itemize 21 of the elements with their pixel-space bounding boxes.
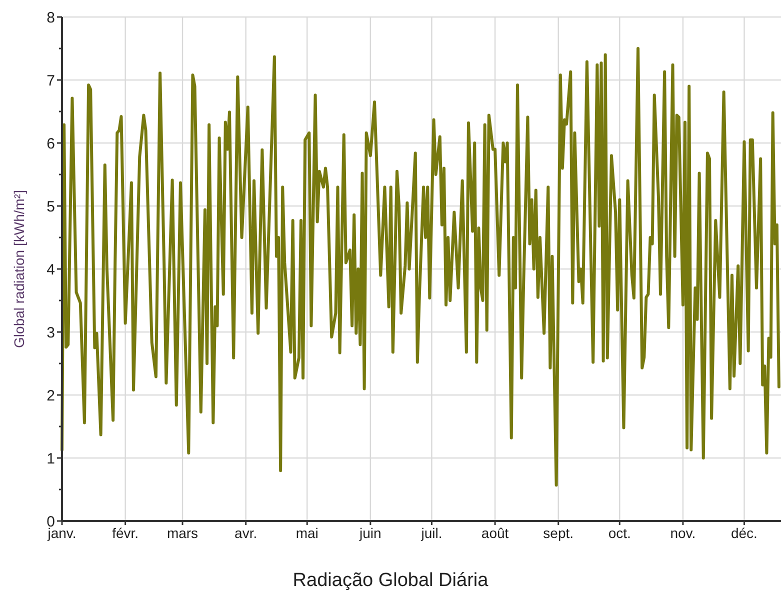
y-axis-title: Global radiation [kWh/m²]: [11, 190, 27, 348]
x-tick-label: mars: [166, 525, 198, 541]
x-tick-label: févr.: [112, 525, 139, 541]
x-tick-label: oct.: [608, 525, 631, 541]
x-tick-label: août: [481, 525, 509, 541]
x-tick-label: nov.: [670, 525, 696, 541]
y-tick-label: 8: [46, 9, 55, 26]
y-tick-label: 6: [46, 135, 55, 152]
y-tick-label: 3: [46, 324, 55, 342]
x-tick-label: déc.: [731, 525, 758, 541]
y-tick-label: 4: [46, 261, 55, 278]
text: Radiação Global Diária: [292, 570, 489, 591]
y-tick-label: 1: [46, 450, 55, 468]
x-tick-label: juil.: [420, 525, 442, 541]
y-tick-label: 5: [46, 198, 55, 216]
y-tick-label: 7: [46, 72, 55, 90]
x-tick-label: mai: [296, 525, 318, 541]
x-tick-label: sept.: [543, 525, 574, 541]
x-tick-label: avr.: [234, 525, 258, 541]
x-tick-label: juin: [358, 525, 382, 541]
y-tick-label: 2: [46, 387, 55, 404]
